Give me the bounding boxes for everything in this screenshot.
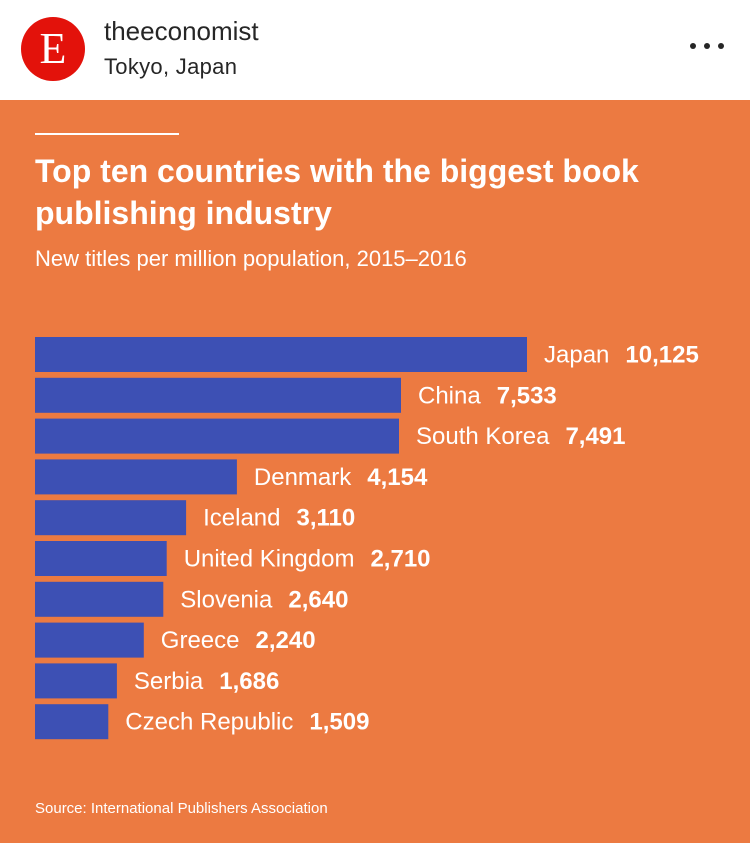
chart-subtitle: New titles per million population, 2015–… — [35, 246, 467, 271]
category-label: United Kingdom — [184, 545, 355, 572]
more-horizontal-icon[interactable] — [690, 34, 724, 58]
bar-chart: Japan 10,125 China 7,533 South Korea 7,491 Den… — [35, 337, 699, 740]
value-label: 1,509 — [309, 708, 369, 735]
category-label: Serbia — [134, 667, 204, 694]
value-label: 2,640 — [288, 586, 348, 613]
category-label: China — [418, 382, 481, 409]
bar-china — [35, 377, 401, 413]
more-dot — [690, 43, 696, 49]
bar-label-united-kingdom: United Kingdom 2,710 — [184, 545, 431, 572]
bar-label-japan: Japan 10,125 — [544, 341, 699, 368]
value-label: 1,686 — [219, 667, 279, 694]
bar-united-kingdom — [35, 541, 167, 576]
bar-label-china: China 7,533 — [418, 382, 557, 409]
bar-label-iceland: Iceland 3,110 — [203, 504, 355, 531]
category-label: Czech Republic — [125, 708, 293, 735]
more-dot — [718, 43, 724, 49]
value-label: 2,240 — [256, 627, 316, 654]
chart-title: Top ten countries with the biggest book … — [35, 153, 639, 231]
bar-label-south-korea: South Korea 7,491 — [416, 423, 626, 450]
bar-greece — [35, 622, 144, 658]
category-label: Slovenia — [180, 586, 273, 613]
category-label: Greece — [161, 627, 240, 654]
bar-label-czech-republic: Czech Republic 1,509 — [125, 708, 369, 735]
category-label: Denmark — [254, 463, 352, 490]
chart-panel: Top ten countries with the biggest book … — [0, 100, 750, 843]
more-dot — [704, 43, 710, 49]
value-label: 7,533 — [497, 382, 557, 409]
chart-source: Source: International Publishers Associa… — [35, 800, 328, 817]
value-label: 10,125 — [625, 341, 698, 368]
avatar-letter: E — [39, 24, 67, 73]
bar-slovenia — [35, 581, 164, 617]
bar-label-slovenia: Slovenia 2,640 — [180, 586, 348, 613]
bar-serbia — [35, 663, 117, 699]
account-avatar[interactable]: E — [21, 17, 85, 81]
bar-denmark — [35, 459, 237, 495]
bar-label-denmark: Denmark 4,154 — [254, 463, 428, 490]
value-label: 3,110 — [296, 504, 355, 531]
category-label: Iceland — [203, 504, 280, 531]
bar-iceland — [35, 500, 187, 536]
account-name[interactable]: theeconomist — [104, 16, 259, 46]
bar-japan — [35, 337, 527, 372]
category-label: South Korea — [416, 423, 550, 450]
title-rule — [35, 133, 179, 135]
value-label: 7,491 — [565, 423, 625, 450]
bar-south-korea — [35, 418, 399, 454]
value-label: 4,154 — [367, 463, 428, 490]
value-label: 2,710 — [370, 545, 430, 572]
post-location[interactable]: Tokyo, Japan — [104, 54, 238, 79]
bar-label-serbia: Serbia 1,686 — [134, 667, 279, 694]
bar-czech-republic — [35, 704, 109, 740]
category-label: Japan — [544, 341, 609, 368]
post-header: E theeconomist Tokyo, Japan — [0, 0, 750, 100]
bar-label-greece: Greece 2,240 — [161, 627, 316, 654]
